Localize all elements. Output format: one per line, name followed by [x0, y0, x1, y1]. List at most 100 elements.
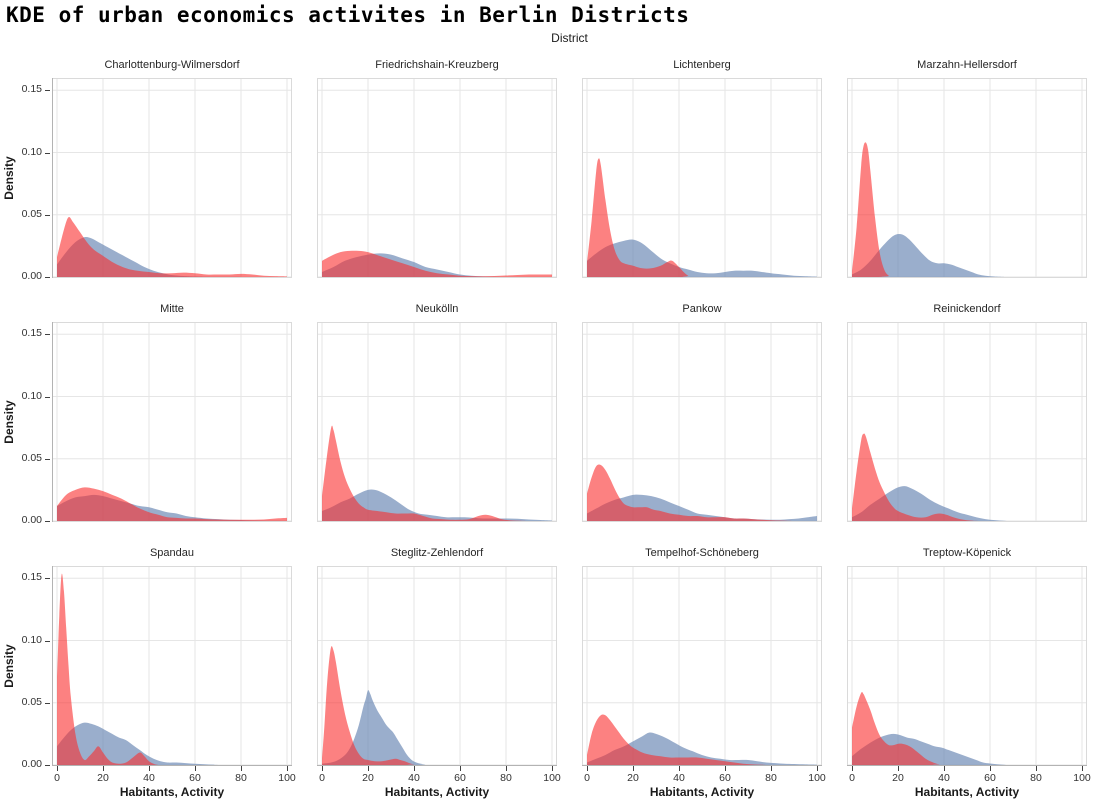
facet-title: Marzahn-Hellersdorf	[917, 59, 1017, 71]
x-tick-mark	[633, 766, 634, 771]
x-tick-mark	[195, 766, 196, 771]
facet-neukoelln: Neukölln	[317, 300, 557, 522]
y-tick-mark	[45, 334, 50, 336]
y-tick-mark	[45, 90, 50, 92]
x-tick-label: 40	[143, 772, 155, 784]
facet-treptow-koepenick: Treptow-Köpenick 0 20 40 60 80 100 Habitants,…	[847, 544, 1091, 799]
facet-tempelhof-schoeneberg: Tempelhof-Schöneberg 0 20 40 60 80 100 Habita…	[582, 544, 826, 799]
panel-border	[317, 566, 557, 766]
facet-title: Reinickendorf	[933, 303, 1001, 315]
y-tick-mark	[45, 578, 50, 580]
kde-area-blue	[322, 690, 552, 765]
x-tick-label: 20	[892, 772, 904, 784]
x-axis-ticks: 0 20 40 60 80 100	[582, 766, 826, 786]
x-tick-mark	[817, 766, 818, 771]
x-tick-label: 0	[54, 772, 60, 784]
x-axis-ticks: 0 20 40 60 80 100	[847, 766, 1091, 786]
x-tick-mark	[771, 766, 772, 771]
x-tick-label: 60	[719, 772, 731, 784]
x-tick-label: 100	[278, 772, 296, 784]
y-tick-label: 0.10	[21, 145, 42, 158]
kde-panel	[52, 78, 292, 278]
kde-panel	[52, 566, 292, 766]
facet-spandau: Spandau 0 20 40 60 80 100 Habitants, Activity	[52, 544, 296, 799]
y-tick-mark	[45, 521, 50, 522]
y-axis-title: Density	[2, 644, 16, 688]
x-tick-mark	[57, 766, 58, 771]
kde-panel	[317, 566, 557, 766]
facet-reinickendorf: Reinickendorf	[847, 300, 1087, 522]
x-tick-mark	[460, 766, 461, 771]
x-tick-label: 40	[938, 772, 950, 784]
panel-border	[582, 322, 822, 522]
kde-panel	[582, 78, 822, 278]
kde-area-red	[57, 487, 287, 521]
kde-area-red	[322, 646, 552, 765]
x-tick-mark	[287, 766, 288, 771]
y-tick-label: 0.00	[21, 758, 42, 770]
y-tick-label: 0.05	[21, 451, 42, 464]
x-tick-label: 40	[408, 772, 420, 784]
kde-area-red	[322, 425, 552, 521]
x-axis-title: Habitants, Activity	[649, 785, 755, 799]
x-axis-ticks: 0 20 40 60 80 100	[317, 766, 561, 786]
y-tick-label: 0.00	[21, 270, 42, 282]
facet-grid: Density 0.00 0.05 0.10 0.15 Charlottenburg-…	[0, 56, 1100, 799]
y-tick-label: 0.05	[21, 695, 42, 708]
facet-row-2: Density 0.00 0.05 0.10 0.15 Mitte Neukölln …	[0, 300, 1100, 526]
x-tick-label: 100	[808, 772, 826, 784]
x-tick-mark	[149, 766, 150, 771]
y-tick-label: 0.15	[21, 83, 42, 96]
facet-title: Spandau	[149, 547, 195, 559]
x-tick-label: 100	[1073, 772, 1091, 784]
x-tick-label: 80	[500, 772, 512, 784]
x-tick-label: 0	[849, 772, 855, 784]
x-tick-mark	[587, 766, 588, 771]
y-tick-label: 0.10	[21, 633, 42, 646]
chart-title: KDE of urban economics activites in Berl…	[6, 3, 690, 27]
y-tick-mark	[45, 214, 50, 216]
x-tick-label: 40	[673, 772, 685, 784]
facet-mitte: Mitte	[52, 300, 292, 522]
x-tick-mark	[1036, 766, 1037, 771]
panel-border	[847, 78, 1087, 278]
facet-pankow: Pankow	[582, 300, 822, 522]
x-tick-label: 60	[984, 772, 996, 784]
x-tick-mark	[368, 766, 369, 771]
kde-area-blue	[57, 722, 287, 765]
facet-title: Mitte	[160, 303, 184, 315]
x-axis-title: Habitants, Activity	[914, 785, 1020, 799]
x-tick-mark	[898, 766, 899, 771]
x-tick-mark	[1082, 766, 1083, 771]
y-tick-mark	[45, 458, 50, 460]
x-axis-ticks: 0 20 40 60 80 100	[52, 766, 296, 786]
y-tick-mark	[45, 152, 50, 154]
kde-area-blue	[852, 486, 1082, 521]
y-tick-mark	[45, 702, 50, 704]
x-tick-label: 20	[362, 772, 374, 784]
kde-panel	[847, 78, 1087, 278]
x-tick-mark	[552, 766, 553, 771]
y-axis-title: Density	[2, 156, 16, 200]
y-axis-gutter: Density 0.00 0.05 0.10 0.15	[0, 544, 52, 770]
kde-panel	[847, 566, 1087, 766]
y-axis-gutter: Density 0.00 0.05 0.10 0.15	[0, 56, 52, 282]
x-tick-label: 0	[319, 772, 325, 784]
facet-row-1: Density 0.00 0.05 0.10 0.15 Charlottenburg-…	[0, 56, 1100, 282]
x-tick-mark	[506, 766, 507, 771]
y-tick-mark	[45, 277, 50, 278]
y-tick-label: 0.10	[21, 389, 42, 402]
x-tick-label: 60	[454, 772, 466, 784]
x-tick-mark	[414, 766, 415, 771]
kde-area-red	[852, 142, 1082, 277]
y-tick-mark	[45, 640, 50, 642]
y-tick-label: 0.00	[21, 514, 42, 526]
x-axis-title: Habitants, Activity	[384, 785, 490, 799]
kde-panel	[582, 322, 822, 522]
x-tick-label: 20	[97, 772, 109, 784]
x-tick-label: 20	[627, 772, 639, 784]
facet-marzahn-hellersdorf: Marzahn-Hellersdorf	[847, 56, 1087, 278]
x-tick-mark	[241, 766, 242, 771]
panel-border	[317, 78, 557, 278]
